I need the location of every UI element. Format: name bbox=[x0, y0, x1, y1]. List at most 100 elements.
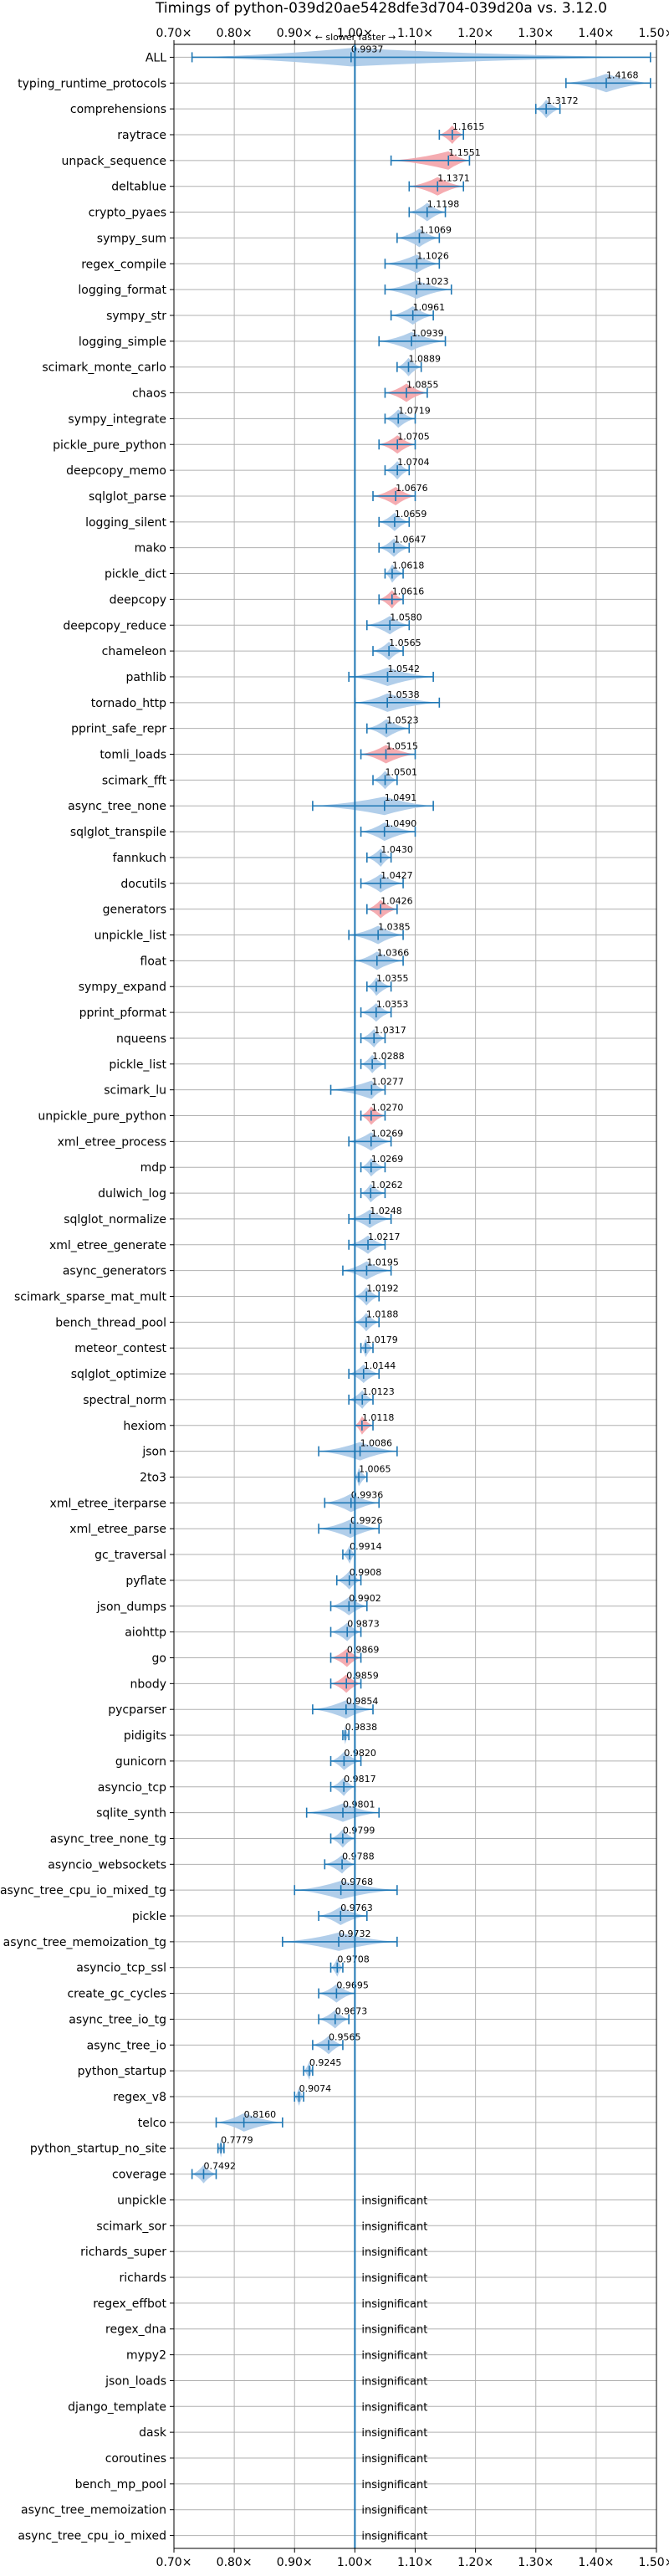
value-label: 0.7779 bbox=[221, 2135, 253, 2146]
value-label: 1.0269 bbox=[371, 1128, 404, 1139]
benchmark-row: deltablue 1.1371 bbox=[111, 173, 656, 196]
benchmark-label: coverage bbox=[112, 2169, 166, 2182]
insignificant-label: insignificant bbox=[361, 2298, 427, 2311]
value-label: 1.1615 bbox=[452, 121, 485, 132]
benchmark-row: mypy2 insignificant bbox=[126, 2349, 656, 2363]
benchmark-row: crypto_pyaes 1.1198 bbox=[89, 199, 656, 222]
benchmark-label: sqlglot_optimize bbox=[71, 1368, 166, 1381]
benchmark-row: unpickle_list 1.0385 bbox=[94, 922, 656, 945]
benchmark-label: comprehensions bbox=[70, 103, 166, 116]
benchmark-label: generators bbox=[103, 904, 166, 917]
value-label: 0.9245 bbox=[309, 2057, 342, 2068]
benchmark-label: scimark_lu bbox=[104, 1084, 166, 1098]
benchmark-label: nqueens bbox=[116, 1032, 166, 1046]
benchmark-row: pickle_list 1.0288 bbox=[109, 1051, 656, 1073]
value-label: 0.9695 bbox=[336, 1980, 369, 1991]
value-label: 0.9673 bbox=[335, 2005, 368, 2016]
benchmark-row: pathlib 1.0542 bbox=[126, 663, 656, 686]
x-tick-label-top: 0.80× bbox=[217, 27, 253, 40]
benchmark-row: scimark_lu 1.0277 bbox=[104, 1077, 656, 1099]
insignificant-label: insignificant bbox=[361, 2531, 427, 2543]
benchmark-row: pickle_dict 1.0618 bbox=[105, 561, 656, 583]
insignificant-label: insignificant bbox=[361, 2453, 427, 2466]
benchmark-row: async_tree_cpu_io_mixed insignificant bbox=[18, 2530, 656, 2543]
benchmark-label: unpickle_pure_python bbox=[38, 1110, 166, 1124]
benchmark-row: logging_simple 1.0939 bbox=[79, 328, 656, 351]
x-tick-label-top: 1.00× bbox=[337, 27, 373, 40]
value-label: 0.9788 bbox=[342, 1851, 375, 1862]
value-label: 1.1023 bbox=[416, 276, 449, 287]
benchmark-label: dask bbox=[139, 2426, 167, 2440]
benchmark-label: async_tree_memoization_tg bbox=[3, 1936, 166, 1949]
value-label: 1.0523 bbox=[386, 715, 419, 726]
benchmark-label: unpack_sequence bbox=[62, 155, 166, 168]
value-label: 1.0490 bbox=[385, 818, 417, 829]
value-label: 1.0288 bbox=[372, 1051, 405, 1062]
value-label: 1.0355 bbox=[376, 973, 409, 984]
benchmark-row: regex_effbot insignificant bbox=[93, 2297, 656, 2311]
benchmark-label: scimark_fft bbox=[102, 774, 167, 787]
benchmark-label: crypto_pyaes bbox=[89, 207, 166, 220]
chart-title: Timings of python-039d20ae5428dfe3d704-0… bbox=[155, 0, 607, 17]
benchmark-label: ALL bbox=[146, 51, 166, 64]
benchmark-row: xml_etree_parse 0.9926 bbox=[69, 1515, 656, 1539]
benchmark-label: telco bbox=[138, 2117, 166, 2130]
insignificant-label: insignificant bbox=[361, 2324, 427, 2337]
benchmark-row: sqlite_synth 0.9801 bbox=[96, 1800, 656, 1822]
benchmark-label: sqlglot_transpile bbox=[70, 826, 166, 839]
benchmark-row: sqlglot_optimize 1.0144 bbox=[71, 1360, 656, 1384]
value-label: 1.0515 bbox=[386, 741, 419, 752]
benchmark-row: mdp 1.0269 bbox=[140, 1154, 656, 1177]
benchmark-row: docutils 1.0427 bbox=[120, 870, 656, 893]
benchmark-row: django_template insignificant bbox=[68, 2400, 656, 2414]
benchmark-label: deltablue bbox=[111, 181, 166, 194]
benchmark-row: xml_etree_process 1.0269 bbox=[58, 1128, 656, 1151]
x-tick-label-top: 0.70× bbox=[156, 27, 192, 40]
insignificant-label: insignificant bbox=[361, 2246, 427, 2259]
benchmark-row: tornado_http 1.0538 bbox=[91, 689, 656, 712]
benchmark-row: ALL 0.9937 bbox=[146, 44, 656, 67]
benchmark-label: regex_effbot bbox=[93, 2297, 166, 2311]
benchmark-label: async_tree_none bbox=[68, 800, 166, 813]
value-label: 1.3172 bbox=[546, 95, 579, 106]
value-label: 0.9914 bbox=[350, 1541, 382, 1552]
benchmark-label: go bbox=[152, 1652, 166, 1665]
x-tick-label-bottom: 1.40× bbox=[578, 2556, 614, 2569]
benchmark-row: asyncio_websockets 0.9788 bbox=[48, 1851, 656, 1874]
benchmark-row: async_tree_memoization insignificant bbox=[21, 2504, 656, 2517]
benchmark-row: nbody 0.9859 bbox=[130, 1670, 656, 1693]
value-label: 1.1026 bbox=[416, 250, 449, 261]
benchmark-row: unpickle insignificant bbox=[117, 2194, 656, 2207]
value-label: 1.0144 bbox=[364, 1360, 396, 1371]
benchmark-row: generators 1.0426 bbox=[103, 896, 656, 919]
value-label: 0.9937 bbox=[351, 44, 384, 54]
value-label: 1.0580 bbox=[390, 612, 422, 622]
value-label: 0.8160 bbox=[244, 2109, 277, 2120]
benchmark-label: logging_simple bbox=[79, 335, 166, 349]
value-label: 1.0426 bbox=[380, 896, 413, 907]
benchmark-label: xml_etree_generate bbox=[49, 1239, 166, 1252]
value-label: 1.0065 bbox=[359, 1463, 391, 1474]
x-tick-label-top: 1.30× bbox=[518, 27, 554, 40]
benchmark-row: async_generators 1.0195 bbox=[63, 1257, 656, 1280]
x-tick-label-top: 1.50× bbox=[639, 27, 669, 40]
benchmark-row: logging_format 1.1023 bbox=[78, 276, 656, 300]
value-label: 1.0705 bbox=[397, 431, 430, 442]
value-label: 0.9763 bbox=[340, 1903, 373, 1913]
benchmark-row: xml_etree_iterparse 0.9936 bbox=[50, 1489, 656, 1513]
benchmark-label: python_startup_no_site bbox=[30, 2143, 166, 2156]
benchmark-label: deepcopy bbox=[110, 593, 166, 607]
benchmark-label: fannkuch bbox=[113, 852, 166, 865]
benchmark-label: pyflate bbox=[125, 1575, 166, 1588]
benchmark-label: mdp bbox=[140, 1161, 167, 1175]
benchmark-row: mako 1.0647 bbox=[135, 535, 656, 557]
benchmark-label: bench_thread_pool bbox=[55, 1316, 166, 1329]
benchmark-label: scimark_sor bbox=[96, 2220, 166, 2233]
value-label: 1.0542 bbox=[387, 663, 420, 674]
value-label: 0.9854 bbox=[346, 1696, 379, 1707]
value-label: 0.9908 bbox=[350, 1567, 382, 1578]
value-label: 1.0616 bbox=[392, 586, 425, 597]
benchmark-label: richards_super bbox=[80, 2246, 166, 2259]
benchmark-label: regex_v8 bbox=[113, 2091, 166, 2104]
